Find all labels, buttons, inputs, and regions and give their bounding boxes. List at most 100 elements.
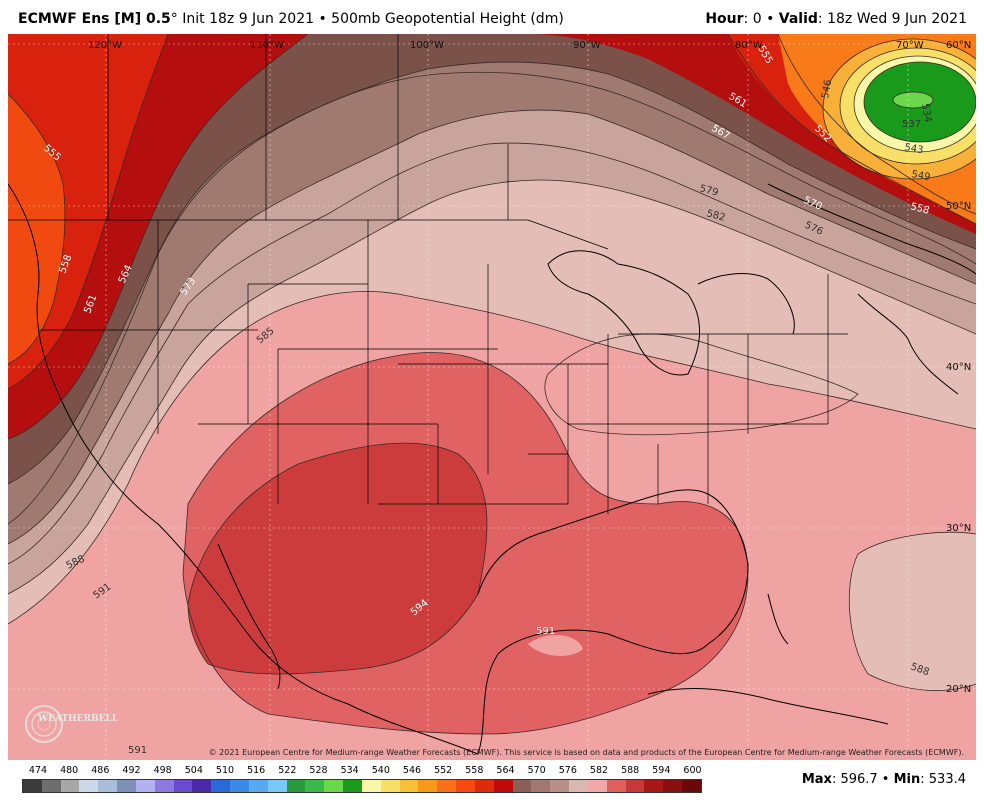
colorbar-label: 528 — [309, 765, 328, 776]
min-label: Min — [893, 772, 921, 787]
colorbar-swatch — [361, 780, 381, 792]
colorbar-label: 498 — [153, 765, 172, 776]
max-label: Max — [801, 772, 832, 787]
colorbar-swatch — [644, 780, 664, 792]
colorbar-swatch — [550, 780, 570, 792]
init-text: Init 18z 9 Jun 2021 • 500mb Geopotential… — [177, 11, 564, 27]
colorbar-swatch — [493, 780, 513, 792]
colorbar-swatch — [41, 780, 61, 792]
valid-value: : 18z Wed 9 Jun 2021 — [817, 11, 967, 27]
contour-label: 582 — [705, 208, 726, 224]
lon-label: 90°W — [573, 40, 601, 51]
colorbar-label: 558 — [465, 765, 484, 776]
colorbar-label: 534 — [340, 765, 359, 776]
band-582-atlantic — [849, 532, 976, 691]
colorbar — [22, 779, 702, 793]
lat-label: 60°N — [946, 40, 971, 51]
colorbar-swatch — [663, 780, 682, 792]
contour-label: 537 — [902, 119, 921, 130]
colorbar-label: 576 — [558, 765, 577, 776]
colorbar-swatch — [324, 780, 344, 792]
chart-title: ECMWF Ens [M] 0.5° Init 18z 9 Jun 2021 •… — [18, 11, 564, 27]
colorbar-swatch — [211, 780, 231, 792]
colorbar-swatch — [456, 780, 475, 792]
colorbar-swatch — [587, 780, 607, 792]
colorbar-label: 588 — [621, 765, 640, 776]
colorbar-swatch — [625, 780, 645, 792]
map-canvas: 555 558 561 564 573 585 588 591 594 591 … — [8, 34, 976, 760]
colorbar-swatch — [437, 780, 457, 792]
colorbar-swatch — [286, 780, 306, 792]
colorbar-label: 582 — [589, 765, 609, 776]
colorbar-swatch — [418, 780, 438, 792]
colorbar-label: 600 — [683, 765, 702, 776]
colorbar-swatch — [512, 780, 532, 792]
band-555 — [8, 94, 65, 364]
colorbar-swatch — [380, 780, 400, 792]
colorbar-swatch — [135, 780, 155, 792]
lon-label: 70°W — [896, 40, 924, 51]
contour-label: 546 — [820, 79, 834, 100]
colorbar-swatch — [117, 780, 136, 792]
copyright-text: © 2021 European Centre for Medium-range … — [208, 748, 964, 757]
lon-label: 120°W — [88, 40, 122, 51]
colorbar-swatch — [267, 780, 287, 792]
colorbar-swatch — [305, 780, 325, 792]
colorbar-swatch — [173, 780, 193, 792]
contour-label: 591 — [536, 626, 555, 637]
colorbar-label: 492 — [122, 765, 141, 776]
colorbar-label: 594 — [652, 765, 671, 776]
band-594 — [188, 443, 487, 674]
header: ECMWF Ens [M] 0.5° Init 18z 9 Jun 2021 •… — [0, 0, 984, 34]
state-borders — [8, 34, 848, 514]
colorbar-label: 510 — [215, 765, 235, 776]
colorbar-swatch — [60, 780, 80, 792]
colorbar-label: 540 — [371, 765, 390, 776]
band-534 — [893, 92, 933, 108]
contour-label: 558 — [909, 201, 930, 217]
weatherbell-logo: WEATHERBELL — [22, 700, 118, 748]
colorbar-labels: 474 480 486 492 498 504 510 516 522 528 534 540 546 5… — [24, 765, 704, 779]
colorbar-label: 474 — [28, 765, 48, 776]
colorbar-swatch — [23, 780, 42, 792]
band-573 — [8, 34, 976, 544]
footer: 474 480 486 492 498 504 510 516 522 528 534 540 546 5… — [0, 760, 984, 808]
contour-label: 579 — [698, 183, 719, 199]
lat-label: 40°N — [946, 362, 971, 373]
colorbar-label: 570 — [527, 765, 546, 776]
max-min-readout: Max: 596.7 • Min: 533.4 — [802, 772, 966, 787]
graticule — [8, 34, 976, 760]
hour-label: Hour — [705, 11, 744, 27]
valid-label: Valid — [778, 11, 818, 27]
graticule-labels: 120°W 110°W 100°W 90°W 80°W 70°W 60°N 50… — [88, 40, 971, 695]
model-name: ECMWF Ens [M] 0.5 — [18, 11, 171, 27]
contour-label: 534 — [919, 103, 933, 124]
lat-label: 50°N — [946, 201, 971, 212]
colorbar-swatch — [79, 780, 99, 792]
colorbar-label: 522 — [278, 765, 297, 776]
contour-label-group: 555 558 561 564 573 585 588 591 594 591 … — [41, 44, 933, 756]
lon-label: 100°W — [410, 40, 444, 51]
colorbar-label: 504 — [184, 765, 203, 776]
colorbar-label: 480 — [60, 765, 79, 776]
contour-label: 591 — [128, 745, 147, 756]
min-value: : 533.4 — [920, 772, 966, 787]
valid-time: Hour: 0 • Valid: 18z Wed 9 Jun 2021 — [705, 11, 967, 27]
degree-symbol: ° — [170, 11, 178, 27]
colorbar-label: 486 — [91, 765, 110, 776]
contour-label: 549 — [910, 169, 931, 183]
colorbar-swatch — [569, 780, 588, 792]
lat-label: 30°N — [946, 523, 971, 534]
coastlines — [8, 183, 976, 755]
colorbar-label: 516 — [247, 765, 266, 776]
lon-label: 110°W — [250, 40, 284, 51]
contour-label: 543 — [903, 142, 924, 156]
height-map: 555 558 561 564 573 585 588 591 594 591 … — [8, 34, 976, 760]
colorbar-swatch — [681, 780, 701, 792]
colorbar-swatch — [343, 780, 362, 792]
colorbar-swatch — [248, 780, 268, 792]
max-value: : 596.7 • — [831, 772, 894, 787]
colorbar-swatch — [230, 780, 249, 792]
hour-value: : 0 • — [743, 11, 779, 27]
logo-swirl-icon — [25, 705, 63, 743]
